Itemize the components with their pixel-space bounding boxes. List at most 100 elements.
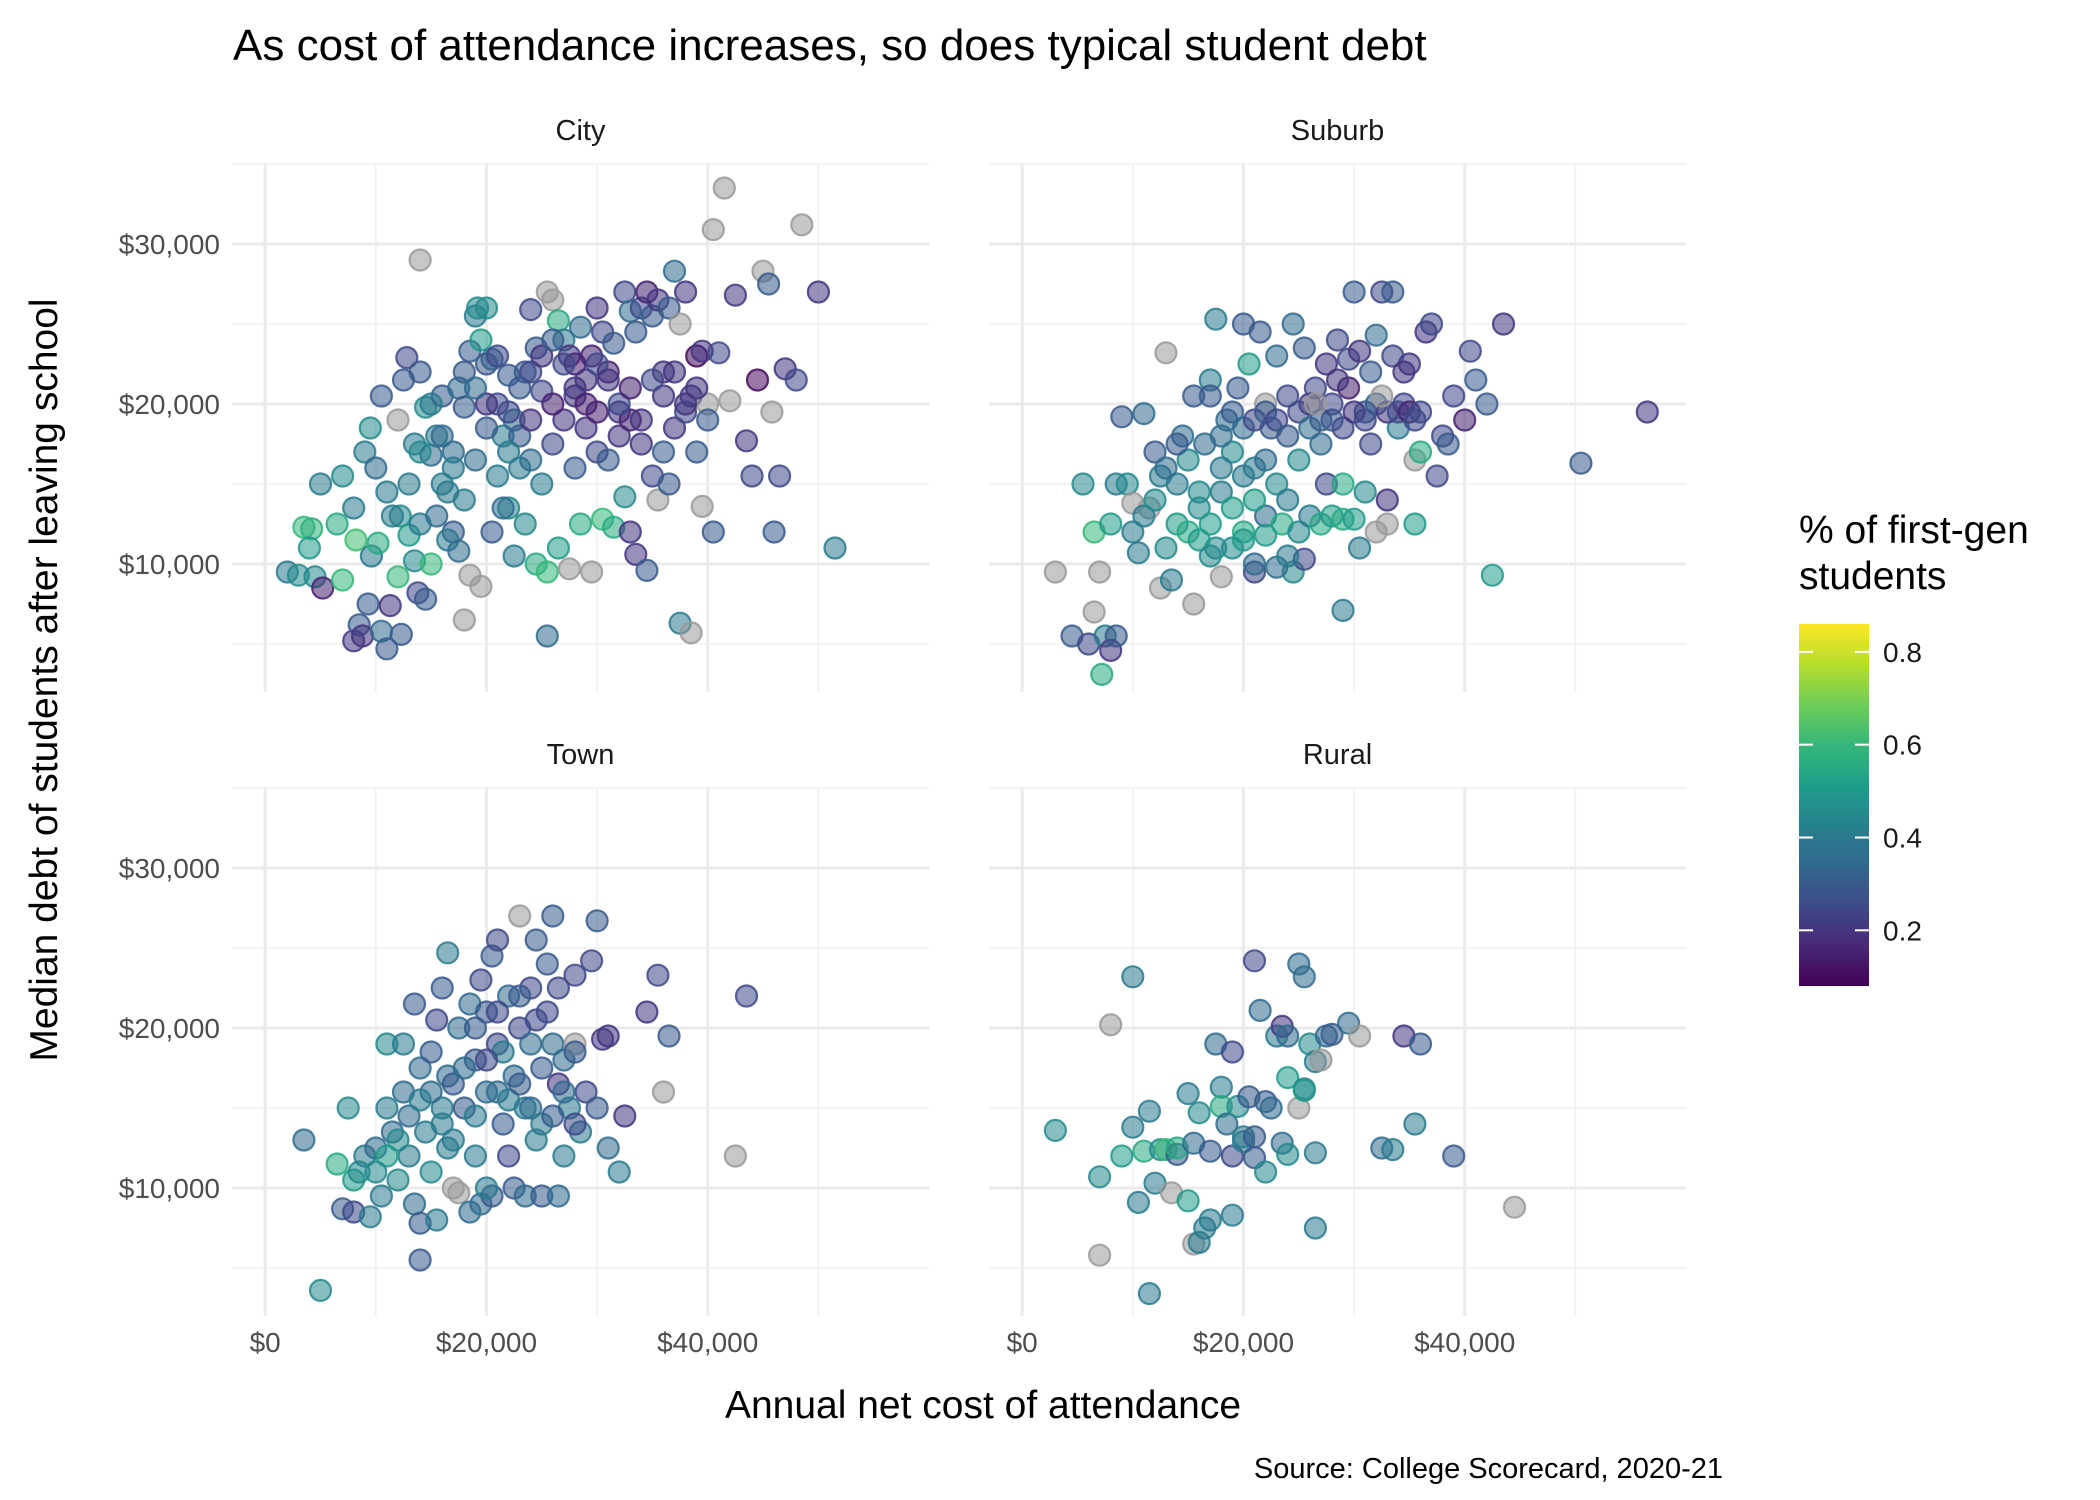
- data-point: [685, 440, 709, 464]
- data-point: [1347, 536, 1372, 560]
- data-point: [1198, 1208, 1222, 1232]
- data-point: [336, 1096, 360, 1120]
- data-point: [1276, 384, 1300, 408]
- data-point: [474, 296, 499, 320]
- data-point: [1502, 1195, 1527, 1219]
- data-point: [563, 376, 587, 400]
- data-point: [1342, 507, 1366, 531]
- data-point: [790, 213, 814, 237]
- data-point: [574, 392, 598, 416]
- data-point: [519, 360, 543, 384]
- data-point: [1043, 1118, 1068, 1143]
- data-point: [1359, 432, 1383, 456]
- data-point: [1403, 408, 1427, 432]
- data-point: [1104, 624, 1128, 648]
- data-point: [651, 1080, 676, 1104]
- data-point: [474, 1176, 499, 1200]
- data-point: [1370, 384, 1394, 408]
- data-point: [419, 1040, 443, 1064]
- data-point: [497, 400, 521, 424]
- data-point: [579, 949, 604, 973]
- data-point: [602, 331, 626, 355]
- data-point: [760, 400, 784, 424]
- data-point: [1126, 541, 1151, 565]
- data-point: [436, 1136, 460, 1160]
- data-point: [1242, 488, 1267, 512]
- data-point: [657, 472, 681, 496]
- data-point: [740, 464, 764, 488]
- data-point: [685, 376, 709, 400]
- points: [292, 904, 759, 1303]
- data-point: [1375, 488, 1399, 512]
- data-point: [1137, 1281, 1162, 1306]
- data-point: [463, 448, 487, 472]
- data-point: [430, 424, 454, 448]
- data-point: [369, 384, 393, 408]
- data-point: [1126, 1190, 1151, 1215]
- data-point: [497, 1144, 521, 1168]
- data-point: [756, 272, 781, 296]
- data-point: [635, 558, 659, 583]
- data-point: [463, 1144, 487, 1168]
- data-point: [762, 520, 786, 544]
- data-point: [491, 1112, 515, 1136]
- data-point: [1325, 328, 1350, 352]
- data-point: [452, 360, 476, 384]
- data-point: [1231, 528, 1256, 552]
- data-point: [734, 984, 759, 1008]
- data-point: [1198, 1139, 1222, 1163]
- data-point: [1276, 1024, 1300, 1048]
- data-point: [535, 624, 559, 648]
- data-point: [414, 587, 438, 611]
- data-point: [618, 376, 642, 400]
- data-point: [474, 392, 499, 416]
- data-point: [552, 352, 576, 376]
- data-point: [1198, 384, 1222, 408]
- data-point: [474, 416, 499, 440]
- data-point: [1220, 1203, 1245, 1227]
- data-point: [469, 968, 493, 992]
- data-point: [657, 296, 681, 320]
- data-point: [308, 472, 333, 496]
- data-point: [402, 1192, 427, 1216]
- points: [1043, 949, 1527, 1306]
- data-point: [1403, 512, 1427, 536]
- data-point: [1187, 528, 1211, 552]
- data-point: [1347, 1024, 1372, 1048]
- data-point: [1237, 352, 1261, 376]
- data-point: [1099, 512, 1123, 536]
- data-point: [389, 622, 413, 647]
- data-point: [425, 504, 449, 528]
- x-tick-label: $0: [1007, 1327, 1038, 1358]
- data-point: [1242, 552, 1267, 576]
- data-point: [386, 408, 410, 432]
- data-point: [1292, 965, 1316, 989]
- data-point: [342, 496, 366, 520]
- x-axis-title: Annual net cost of attendance: [725, 1384, 1241, 1427]
- data-point: [519, 448, 543, 472]
- data-point: [1442, 384, 1466, 408]
- data-point: [441, 456, 465, 480]
- data-point: [1292, 336, 1316, 360]
- data-point: [1253, 1160, 1278, 1184]
- data-point: [1248, 998, 1272, 1023]
- data-point: [1491, 312, 1516, 336]
- data-point: [1154, 456, 1178, 480]
- data-point: [524, 928, 548, 952]
- data-point: [557, 557, 582, 581]
- x-tick-label: $20,000: [1193, 1327, 1294, 1358]
- data-point: [325, 1152, 349, 1176]
- panel-city: City $10,000 $20,000 $30,000: [119, 115, 929, 692]
- data-point: [1314, 352, 1339, 376]
- data-point: [1287, 520, 1311, 544]
- data-point: [1331, 472, 1355, 496]
- data-point: [613, 1104, 637, 1128]
- data-point: [1265, 344, 1289, 368]
- y-tick-label: $20,000: [119, 389, 220, 420]
- data-point: [1165, 432, 1189, 456]
- points: [1043, 280, 1659, 687]
- data-point: [1209, 456, 1233, 480]
- data-point: [1276, 424, 1300, 448]
- data-point: [297, 536, 321, 560]
- panel-label: Suburb: [1291, 115, 1385, 147]
